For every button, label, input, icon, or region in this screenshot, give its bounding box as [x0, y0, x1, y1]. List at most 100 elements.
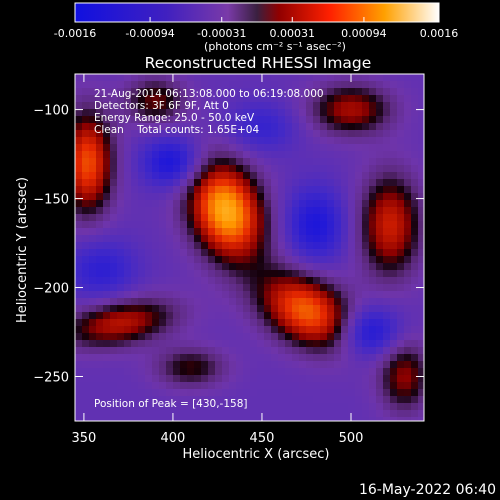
heatmap-cell	[215, 403, 223, 411]
heatmap-cell	[292, 235, 300, 243]
heatmap-cell	[334, 312, 342, 320]
heatmap-cell	[299, 347, 307, 355]
heatmap-cell	[159, 193, 167, 201]
heatmap-cell	[320, 277, 328, 285]
heatmap-cell	[96, 242, 104, 250]
heatmap-cell	[152, 95, 160, 103]
heatmap-cell	[222, 410, 230, 418]
heatmap-cell	[390, 81, 398, 89]
heatmap-cell	[257, 151, 265, 159]
heatmap-cell	[117, 158, 125, 166]
heatmap-cell	[187, 207, 195, 215]
heatmap-cell	[299, 200, 307, 208]
heatmap-cell	[334, 186, 342, 194]
heatmap-cell	[208, 270, 216, 278]
heatmap-cell	[278, 151, 286, 159]
heatmap-cell	[250, 235, 258, 243]
heatmap-cell	[145, 312, 153, 320]
heatmap-cell	[103, 158, 111, 166]
heatmap-cell	[166, 151, 174, 159]
heatmap-cell	[418, 165, 425, 173]
heatmap-cell	[166, 95, 174, 103]
heatmap-cell	[138, 382, 146, 390]
heatmap-cell	[75, 277, 83, 285]
heatmap-cell	[334, 88, 342, 96]
heatmap-cell	[187, 235, 195, 243]
heatmap-cell	[75, 382, 83, 390]
heatmap-cell	[236, 151, 244, 159]
heatmap-cell	[180, 249, 188, 257]
heatmap-cell	[236, 396, 244, 404]
heatmap-cell	[341, 172, 349, 180]
heatmap-cell	[110, 179, 118, 187]
heatmap-cell	[145, 263, 153, 271]
heatmap-cell	[250, 109, 258, 117]
heatmap-cell	[278, 81, 286, 89]
heatmap-cell	[215, 277, 223, 285]
heatmap-cell	[271, 270, 279, 278]
heatmap-cell	[138, 235, 146, 243]
heatmap-cell	[404, 88, 412, 96]
heatmap-cell	[250, 137, 258, 145]
heatmap-cell	[152, 263, 160, 271]
heatmap-cell	[194, 109, 202, 117]
heatmap-cell	[264, 319, 272, 327]
heatmap-cell	[117, 151, 125, 159]
heatmap-cell	[236, 235, 244, 243]
heatmap-cell	[355, 165, 363, 173]
heatmap-cell	[306, 375, 314, 383]
heatmap-cell	[201, 305, 209, 313]
heatmap-cell	[355, 151, 363, 159]
heatmap-cell	[159, 305, 167, 313]
heatmap-cell	[208, 81, 216, 89]
heatmap-cell	[194, 81, 202, 89]
heatmap-cell	[257, 109, 265, 117]
heatmap-cell	[369, 186, 377, 194]
heatmap-cell	[397, 277, 405, 285]
heatmap-cell	[208, 403, 216, 411]
heatmap-cell	[271, 410, 279, 418]
heatmap-cell	[397, 319, 405, 327]
heatmap-cell	[152, 298, 160, 306]
heatmap-cell	[292, 410, 300, 418]
heatmap-cell	[145, 179, 153, 187]
heatmap-cell	[341, 298, 349, 306]
heatmap-cell	[117, 102, 125, 110]
heatmap-cell	[306, 172, 314, 180]
heatmap-cell	[341, 382, 349, 390]
heatmap-cell	[187, 109, 195, 117]
heatmap-cell	[313, 109, 321, 117]
heatmap-cell	[75, 151, 83, 159]
heatmap-cell	[271, 382, 279, 390]
heatmap-cell	[138, 410, 146, 418]
heatmap-cell	[348, 326, 356, 334]
heatmap-cell	[222, 403, 230, 411]
heatmap-cell	[138, 375, 146, 383]
heatmap-cell	[173, 333, 181, 341]
heatmap-cell	[306, 403, 314, 411]
heatmap-cell	[334, 158, 342, 166]
heatmap-cell	[390, 340, 398, 348]
heatmap-cell	[306, 277, 314, 285]
heatmap-cell	[89, 389, 97, 397]
heatmap-cell	[96, 389, 104, 397]
heatmap-cell	[418, 158, 425, 166]
heatmap-cell	[292, 375, 300, 383]
heatmap-cell	[145, 270, 153, 278]
heatmap-cell	[96, 375, 104, 383]
heatmap-cell	[285, 109, 293, 117]
heatmap-cell	[348, 319, 356, 327]
heatmap-cell	[89, 235, 97, 243]
heatmap-cell	[278, 144, 286, 152]
heatmap-cell	[306, 347, 314, 355]
heatmap-cell	[355, 326, 363, 334]
heatmap-cell	[243, 347, 251, 355]
heatmap-cell	[355, 144, 363, 152]
heatmap-cell	[411, 333, 419, 341]
heatmap-cell	[194, 396, 202, 404]
heatmap-cell	[271, 417, 279, 422]
heatmap-cell	[201, 242, 209, 250]
heatmap-cell	[362, 298, 370, 306]
heatmap-cell	[292, 88, 300, 96]
heatmap-cell	[348, 137, 356, 145]
